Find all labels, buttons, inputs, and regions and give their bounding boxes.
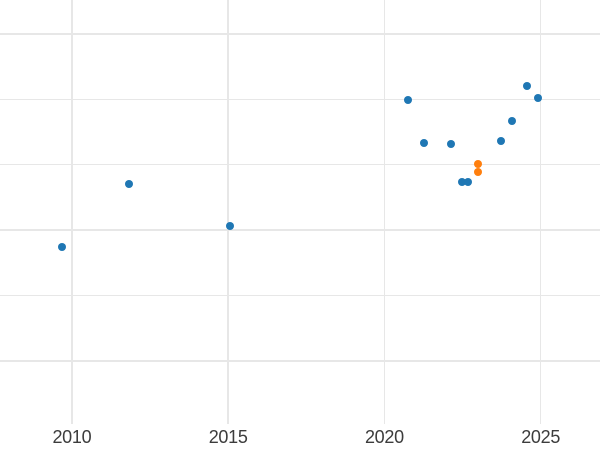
data-point-primary-points — [464, 177, 473, 186]
x-tick-label: 2010 — [52, 427, 92, 447]
x-tick-label: 2020 — [364, 427, 404, 447]
data-point-highlight-points — [474, 167, 483, 176]
data-point-primary-points — [507, 116, 516, 125]
x-tick-label: 2025 — [521, 427, 561, 447]
gridline-vertical — [227, 0, 229, 424]
data-point-primary-points — [446, 139, 455, 148]
data-point-primary-points — [226, 222, 234, 231]
gridline-vertical — [383, 0, 386, 424]
gridline-vertical — [539, 0, 542, 424]
x-tick-label: 2015 — [208, 427, 248, 447]
data-point-primary-points — [57, 243, 66, 252]
data-point-primary-points — [420, 139, 429, 148]
gridline-horizontal — [0, 294, 600, 297]
data-point-primary-points — [522, 82, 531, 91]
data-point-primary-points — [496, 136, 505, 145]
gridline-vertical — [71, 0, 73, 424]
gridline-horizontal — [0, 360, 600, 362]
gridline-horizontal — [0, 98, 600, 101]
data-point-primary-points — [533, 94, 542, 103]
gridline-horizontal — [0, 164, 600, 166]
data-point-highlight-points — [473, 160, 482, 169]
data-point-primary-points — [125, 179, 134, 188]
gridline-horizontal — [0, 229, 600, 231]
data-point-primary-points — [457, 177, 466, 186]
data-point-primary-points — [404, 96, 413, 105]
plot-area — [0, 0, 600, 424]
gridline-horizontal — [0, 33, 600, 35]
